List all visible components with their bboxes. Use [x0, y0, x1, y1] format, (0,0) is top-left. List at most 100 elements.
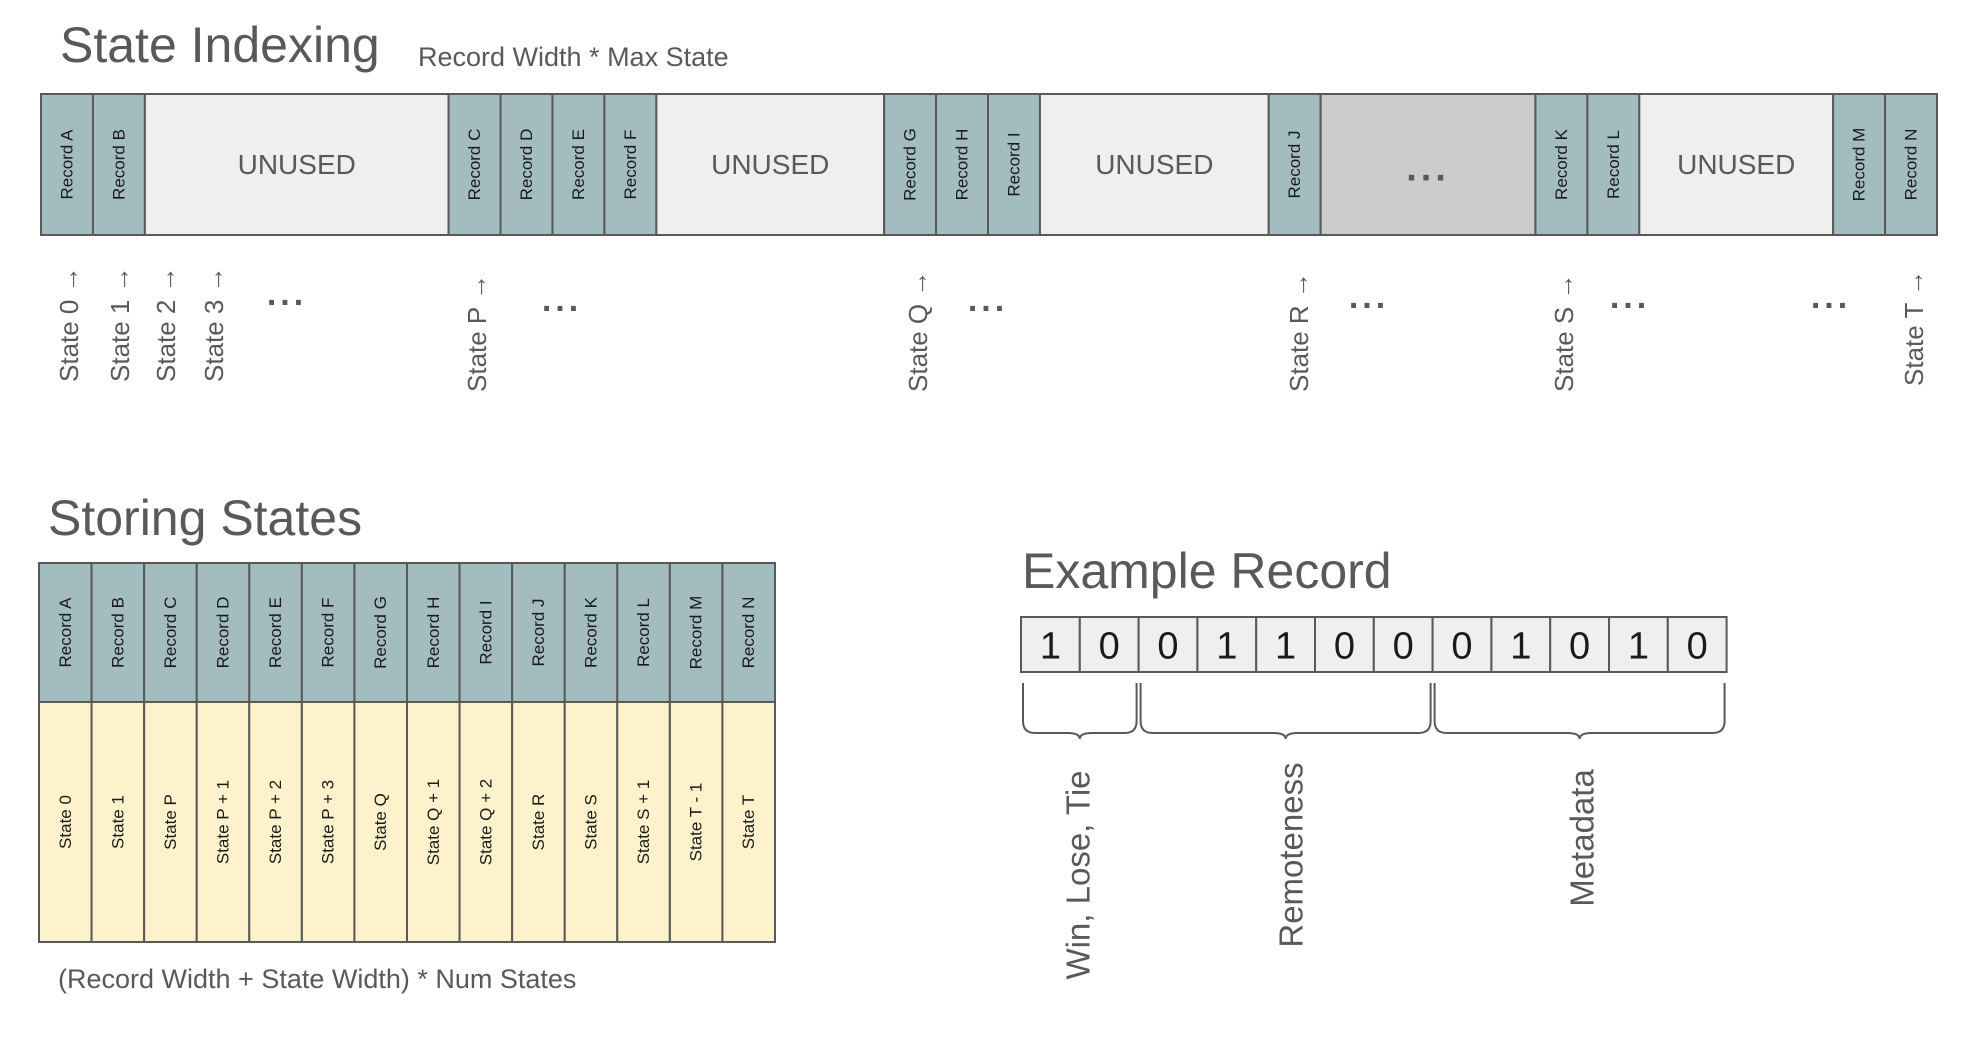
record-cell-record-m	[1832, 93, 1887, 236]
bit-value: 0	[1569, 626, 1590, 668]
storing-record-label-record-g: Record G	[371, 596, 390, 669]
storing-state-cell	[38, 701, 93, 943]
record-cell-record-f	[603, 93, 658, 236]
bit-cell	[1549, 616, 1610, 673]
storing-state-label-state-1: State 1	[108, 795, 127, 849]
storing-state-label-state-t-1: State T - 1	[687, 783, 706, 862]
storing-record-label-record-c: Record C	[161, 597, 180, 669]
unused-label: UNUSED	[238, 149, 356, 180]
record-label: Record C	[465, 129, 484, 201]
storing-state-cell	[616, 701, 671, 943]
storing-state-label-state-q-2: State Q + 2	[476, 779, 495, 865]
bit-value: 0	[1687, 626, 1708, 668]
record-label: Record H	[953, 129, 972, 201]
bit-value: 0	[1334, 626, 1355, 668]
state-index-label-state-r: State R →	[1284, 272, 1314, 392]
brace-win-lose-tie	[1022, 683, 1138, 740]
group-label-remoteness: Remoteness	[1273, 762, 1310, 947]
storing-state-label-state-p-1: State P + 1	[214, 780, 233, 864]
state-index-labels: State 0 → State 1 → State 2 → State 3 → Stat…	[54, 266, 1929, 392]
record-label: Record L	[1604, 130, 1623, 199]
storing-state-cell	[458, 701, 514, 943]
storing-record-cell	[90, 562, 146, 703]
unused-block	[1638, 93, 1835, 236]
ellipsis-block	[1319, 93, 1537, 236]
storing-state-label-state-t: State T	[739, 795, 758, 850]
record-cell-record-d	[499, 93, 554, 236]
bit-cell	[1137, 616, 1199, 673]
record-label: Record I	[1004, 132, 1023, 196]
record-label: Record N	[1902, 129, 1921, 201]
indexing-strip: Record A Record B UNUSED Record C Record D Re…	[40, 93, 1939, 236]
storing-state-cell	[143, 701, 198, 943]
bit-cell	[1431, 616, 1493, 673]
record-label: Record J	[1285, 130, 1304, 198]
storing-record-label-record-a: Record A	[56, 597, 75, 668]
bit-value: 0	[1157, 626, 1178, 668]
state-index-label-state-2: State 2 →	[151, 266, 181, 382]
bit-value: 1	[1510, 626, 1531, 668]
storing-record-cell	[616, 562, 671, 703]
bit-value: 1	[1216, 626, 1237, 668]
record-cell-record-a	[40, 93, 94, 236]
record-label: Record G	[901, 128, 920, 201]
storing-state-cell	[563, 701, 619, 943]
storing-record-label-record-k: Record K	[582, 596, 601, 668]
storing-state-cell	[511, 701, 566, 943]
state-index-label-state-p: State P →	[462, 274, 492, 392]
bit-cell	[1490, 616, 1552, 673]
bit-cell	[1314, 616, 1375, 673]
state-indexing-title: State Indexing	[60, 17, 380, 73]
storing-record-cell	[458, 562, 514, 703]
continuation-dots: ...	[1349, 278, 1389, 316]
storing-states-title: Storing States	[48, 490, 362, 546]
storing-state-label-state-p: State P	[161, 794, 180, 850]
storing-state-cell	[248, 701, 303, 943]
storing-record-label-record-l: Record L	[634, 598, 653, 667]
storing-state-cell	[406, 701, 461, 943]
storing-state-label-state-q: State Q	[371, 793, 390, 851]
record-label: Record A	[57, 129, 76, 200]
group-label-metadata: Metadata	[1564, 769, 1601, 907]
storing-record-label-record-e: Record E	[266, 597, 285, 668]
storing-state-label-state-p-2: State P + 2	[266, 780, 285, 864]
bit-value: 0	[1099, 626, 1120, 668]
state-index-label-state-t: State T →	[1899, 270, 1929, 386]
bit-cell	[1372, 616, 1434, 673]
storing-state-cell	[300, 701, 356, 943]
storing-record-label-record-f: Record F	[319, 598, 338, 668]
storing-record-label-record-i: Record I	[476, 600, 495, 664]
record-cell-record-n	[1884, 93, 1939, 236]
group-label-win-lose-tie: Win, Lose, Tie	[1060, 770, 1097, 979]
storing-state-label-state-p-3: State P + 3	[319, 780, 338, 864]
state-index-label-state-s: State S →	[1549, 274, 1579, 393]
storing-record-label-record-n: Record N	[739, 597, 758, 669]
record-cell-record-g	[883, 93, 938, 236]
storing-state-cell	[195, 701, 251, 943]
storing-record-cell	[248, 562, 303, 703]
record-label: Record B	[109, 129, 128, 200]
state-index-label-state-0: State 0 →	[54, 266, 84, 382]
record-cell-record-l	[1586, 93, 1641, 236]
record-label: Record M	[1850, 128, 1869, 202]
bit-value: 1	[1040, 626, 1061, 668]
storing-formula: (Record Width + State Width) * Num State…	[58, 964, 576, 994]
bit-cell	[1666, 616, 1728, 673]
continuation-dots: ...	[1610, 278, 1650, 316]
state-indexing-subtitle: Record Width * Max State	[418, 42, 729, 72]
storing-state-cell	[721, 701, 777, 943]
state-index-label-state-q: State Q →	[903, 271, 933, 392]
storing-state-label-state-r: State R	[529, 794, 548, 851]
storing-record-label-record-b: Record B	[108, 597, 127, 668]
storing-record-label-record-j: Record J	[529, 598, 548, 666]
storing-record-cell	[721, 562, 777, 703]
record-cell-record-e	[551, 93, 606, 236]
bit-value: 0	[1393, 626, 1414, 668]
record-label: Record K	[1552, 128, 1571, 200]
continuation-dots: ...	[267, 275, 307, 313]
unused-block	[143, 93, 450, 236]
record-cell-record-b	[91, 93, 146, 236]
